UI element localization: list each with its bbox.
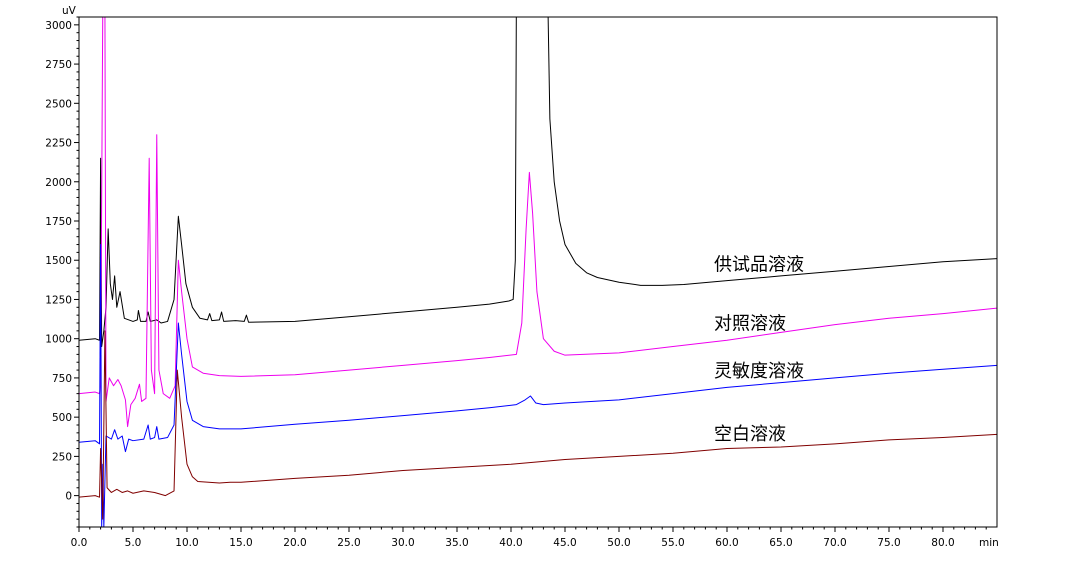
plot-frame <box>78 16 998 528</box>
series-line-0 <box>79 17 997 348</box>
x-tick-label: 15.0 <box>229 537 252 549</box>
y-tick-label: 750 <box>52 373 72 385</box>
y-tick-label: 500 <box>52 412 72 424</box>
x-tick-label: 70.0 <box>823 537 846 549</box>
series-lines <box>79 17 997 527</box>
y-tick-label: 250 <box>52 451 72 463</box>
x-tick-label: 60.0 <box>715 537 738 549</box>
y-tick-label: 1750 <box>45 216 72 228</box>
x-tick-label: 55.0 <box>661 537 684 549</box>
y-tick-label: 2250 <box>45 138 72 150</box>
x-axis-unit: min <box>979 537 999 549</box>
series-annotation: 空白溶液 <box>714 424 786 445</box>
x-tick-label: 40.0 <box>499 537 522 549</box>
y-tick-label: 0 <box>65 491 72 503</box>
x-axis-ticks: 0.0 5.0 10.0 15.0 20.0 25.0 30.0 35.0 40.0 45.0 50… <box>71 527 987 549</box>
x-tick-label: 50.0 <box>607 537 630 549</box>
x-tick-label: 10.0 <box>175 537 198 549</box>
y-tick-label: 2750 <box>45 59 72 71</box>
x-tick-label: 65.0 <box>769 537 792 549</box>
x-tick-label: 80.0 <box>931 537 954 549</box>
x-tick-label: 75.0 <box>877 537 900 549</box>
x-tick-label: 0.0 <box>71 537 88 549</box>
x-tick-label: 45.0 <box>553 537 576 549</box>
x-tick-label: 30.0 <box>391 537 414 549</box>
x-tick-label: 35.0 <box>445 537 468 549</box>
series-line-1 <box>79 17 997 428</box>
x-tick-label: 20.0 <box>283 537 306 549</box>
y-axis-unit: uV <box>62 5 77 17</box>
y-axis-ticks: 0 250 500 750 1000 1250 1500 1750 2000 2250 2500 27… <box>45 16 79 528</box>
y-tick-label: 3000 <box>45 20 72 32</box>
series-line-2 <box>79 244 997 527</box>
series-annotation: 灵敏度溶液 <box>714 361 804 382</box>
series-annotation: 对照溶液 <box>714 314 786 335</box>
y-tick-label: 1250 <box>45 294 72 306</box>
x-tick-label: 5.0 <box>125 537 142 549</box>
x-tick-label: 25.0 <box>337 537 360 549</box>
y-tick-label: 2000 <box>45 177 72 189</box>
y-tick-label: 2500 <box>45 98 72 110</box>
series-line-3 <box>79 330 997 520</box>
y-tick-label: 1000 <box>45 334 72 346</box>
series-annotation: 供试品溶液 <box>714 255 804 276</box>
y-tick-label: 1500 <box>45 255 72 267</box>
